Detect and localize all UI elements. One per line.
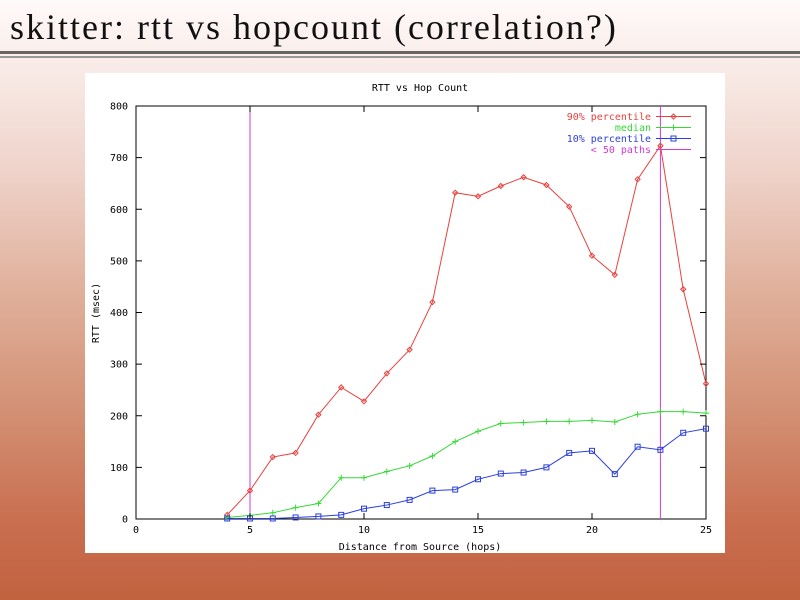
y-tick-label: 800 — [110, 102, 128, 113]
data-point — [337, 384, 345, 391]
series-10-percentile — [224, 425, 709, 522]
y-tick-label: 200 — [110, 411, 128, 422]
y-tick-label: 100 — [110, 463, 128, 474]
data-point — [611, 471, 618, 478]
data-point — [383, 468, 390, 475]
x-tick-label: 0 — [133, 525, 139, 536]
data-point — [224, 515, 231, 522]
data-point — [634, 176, 641, 183]
data-point — [269, 515, 276, 522]
data-point — [429, 453, 436, 460]
data-point — [589, 417, 595, 424]
series-line — [227, 428, 707, 519]
data-point — [292, 449, 299, 457]
data-point — [497, 470, 504, 477]
data-point — [429, 298, 436, 306]
data-point — [269, 509, 276, 516]
data-point — [383, 370, 391, 377]
data-point — [588, 252, 596, 259]
x-tick-label: 20 — [586, 525, 598, 536]
data-point — [703, 410, 709, 417]
data-point — [360, 398, 368, 405]
data-point — [520, 419, 527, 426]
data-point — [566, 418, 573, 425]
data-point — [497, 420, 504, 427]
data-point — [566, 449, 573, 456]
data-point — [543, 418, 550, 425]
data-point — [338, 474, 345, 481]
x-tick-label: 10 — [358, 525, 370, 536]
data-point — [657, 142, 664, 149]
x-axis-label: Distance from Source (hops) — [339, 542, 502, 553]
data-point — [361, 505, 367, 512]
series-90-percentile — [223, 142, 710, 519]
data-point — [315, 500, 322, 507]
legend-label: 90% percentile — [567, 112, 651, 123]
data-point — [520, 469, 527, 476]
data-point — [315, 411, 322, 418]
x-tick-label: 5 — [247, 525, 253, 536]
y-tick-label: 0 — [122, 515, 128, 526]
data-point — [657, 446, 664, 453]
data-point — [292, 504, 299, 511]
data-point — [338, 511, 345, 518]
data-point — [383, 502, 390, 509]
data-point — [406, 496, 413, 503]
y-axis-label: RTT (msec) — [91, 283, 102, 343]
data-point — [703, 425, 709, 432]
data-point — [670, 124, 677, 131]
data-point — [679, 286, 687, 293]
chart-title: RTT vs Hop Count — [372, 83, 468, 94]
data-point — [451, 189, 459, 196]
legend-label: 10% percentile — [567, 134, 651, 145]
data-point — [680, 408, 687, 415]
series-median — [224, 408, 709, 521]
data-point — [452, 438, 459, 445]
data-point — [670, 113, 677, 120]
data-point — [657, 408, 664, 415]
data-point — [680, 429, 687, 436]
data-point — [475, 476, 481, 483]
y-tick-label: 600 — [110, 205, 128, 216]
data-point — [269, 453, 277, 461]
title-rule — [0, 51, 800, 54]
data-point — [520, 174, 527, 181]
data-point — [452, 486, 459, 493]
legend-label: median — [615, 123, 651, 134]
data-point — [702, 380, 710, 387]
y-tick-label: 300 — [110, 360, 128, 371]
data-point — [406, 462, 413, 469]
y-tick-label: 700 — [110, 153, 128, 164]
slide-title: skitter: rtt vs hopcount (correlation?) — [10, 7, 618, 47]
y-tick-label: 500 — [110, 256, 128, 267]
data-point — [429, 487, 436, 494]
data-point — [611, 271, 619, 279]
title-rule-secondary — [0, 56, 800, 58]
series-line — [226, 144, 707, 516]
data-point — [634, 411, 641, 418]
x-tick-label: 15 — [472, 525, 484, 536]
data-point — [634, 443, 641, 450]
data-point — [497, 182, 505, 190]
data-point — [474, 193, 482, 200]
data-point — [565, 203, 573, 210]
legend-label: < 50 paths — [591, 145, 651, 156]
data-point — [589, 447, 595, 454]
data-point — [543, 181, 550, 189]
data-point — [246, 487, 254, 494]
data-point — [406, 346, 413, 353]
chart: 0 5 10 15 20 25 0 100 200 300 400 500 600 700 800 90% … — [85, 73, 725, 553]
chart-background — [85, 73, 725, 553]
data-point — [292, 514, 299, 521]
chart-panel: 0 5 10 15 20 25 0 100 200 300 400 500 600 700 800 90% … — [85, 73, 725, 553]
data-point — [611, 418, 618, 425]
data-point — [361, 474, 367, 481]
series-line — [227, 411, 707, 518]
x-tick-label: 25 — [700, 525, 712, 536]
data-point — [315, 513, 322, 520]
data-point — [543, 464, 550, 471]
data-point — [475, 428, 481, 435]
data-point — [670, 135, 677, 142]
y-tick-label: 400 — [110, 308, 128, 319]
